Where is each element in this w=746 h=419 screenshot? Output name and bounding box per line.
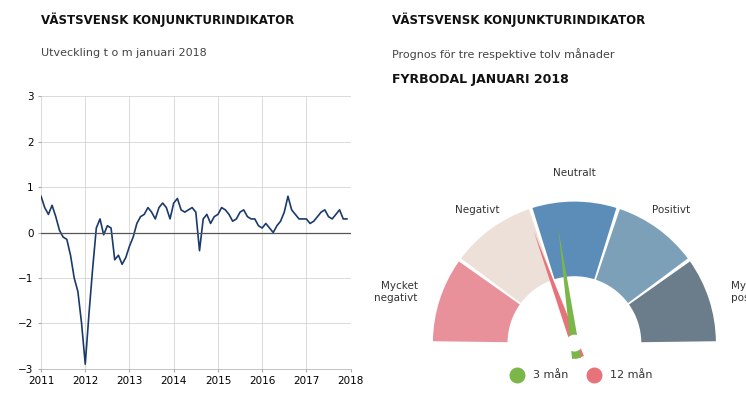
Text: Negativt: Negativt (455, 205, 500, 215)
Text: Neutralt: Neutralt (553, 168, 596, 178)
Text: Prognos för tre respektive tolv månader: Prognos för tre respektive tolv månader (392, 48, 614, 60)
Point (510, 372, 522, 379)
Point (588, 372, 600, 379)
Circle shape (567, 335, 582, 351)
Text: Myck
positi: Myck positi (731, 281, 746, 303)
Text: Positivt: Positivt (652, 205, 690, 215)
Wedge shape (461, 209, 553, 303)
Text: Utveckling t o m januari 2018: Utveckling t o m januari 2018 (41, 48, 207, 58)
Text: VÄSTSVENSK KONJUNKTURINDIKATOR: VÄSTSVENSK KONJUNKTURINDIKATOR (41, 13, 294, 27)
Polygon shape (534, 232, 584, 359)
Text: VÄSTSVENSK KONJUNKTURINDIKATOR: VÄSTSVENSK KONJUNKTURINDIKATOR (392, 13, 645, 27)
Polygon shape (558, 228, 581, 359)
Text: 3 mån: 3 mån (533, 370, 568, 380)
Wedge shape (629, 261, 716, 342)
Text: 12 mån: 12 mån (610, 370, 653, 380)
Text: FYRBODAL JANUARI 2018: FYRBODAL JANUARI 2018 (392, 73, 568, 86)
Wedge shape (596, 209, 688, 303)
Wedge shape (533, 202, 616, 279)
Text: Mycket
negativt: Mycket negativt (374, 281, 418, 303)
Wedge shape (433, 261, 520, 342)
